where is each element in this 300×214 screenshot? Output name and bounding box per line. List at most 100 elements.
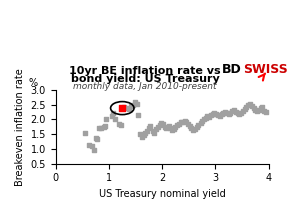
Point bbox=[104, 117, 109, 120]
Point bbox=[118, 123, 123, 126]
Point bbox=[244, 105, 249, 109]
Point bbox=[223, 110, 227, 114]
Point bbox=[175, 123, 179, 127]
Point bbox=[178, 121, 183, 124]
Point bbox=[185, 122, 190, 125]
Point bbox=[233, 110, 238, 114]
Point bbox=[146, 126, 151, 129]
Point bbox=[194, 125, 199, 128]
Point bbox=[189, 126, 194, 129]
Point bbox=[248, 102, 252, 106]
Point bbox=[260, 105, 265, 109]
Point bbox=[129, 104, 134, 108]
Point bbox=[221, 111, 226, 114]
Point bbox=[238, 111, 243, 114]
Point bbox=[124, 106, 128, 110]
Point bbox=[145, 129, 150, 132]
Point bbox=[93, 136, 98, 139]
Text: %: % bbox=[28, 78, 37, 88]
Point bbox=[150, 129, 155, 132]
Point bbox=[163, 125, 167, 128]
Point bbox=[99, 126, 103, 129]
Point bbox=[82, 131, 87, 134]
Point bbox=[161, 122, 166, 125]
Point bbox=[188, 124, 192, 128]
Point bbox=[152, 131, 157, 134]
Point bbox=[241, 109, 245, 113]
Point bbox=[127, 107, 132, 111]
Y-axis label: Breakeven inflation rate: Breakeven inflation rate bbox=[15, 68, 25, 186]
Point bbox=[159, 121, 164, 125]
Point bbox=[143, 131, 148, 134]
Point bbox=[258, 106, 263, 110]
Text: BD: BD bbox=[222, 63, 242, 76]
Point bbox=[164, 126, 169, 130]
Point bbox=[172, 127, 176, 131]
Point bbox=[254, 109, 259, 113]
Point bbox=[113, 118, 118, 121]
Point bbox=[264, 110, 268, 114]
Point bbox=[251, 106, 256, 110]
Point bbox=[212, 111, 217, 114]
Point bbox=[177, 122, 182, 125]
Point bbox=[191, 128, 196, 131]
Point bbox=[214, 112, 219, 116]
Point bbox=[210, 112, 215, 116]
Point bbox=[182, 119, 187, 123]
Point bbox=[130, 103, 135, 106]
Point bbox=[205, 115, 210, 118]
Point bbox=[246, 103, 251, 107]
Text: monthly data, Jan 2010-present: monthly data, Jan 2010-present bbox=[74, 82, 217, 91]
Point bbox=[102, 124, 107, 128]
Point bbox=[203, 116, 208, 120]
Point bbox=[122, 105, 126, 109]
Point bbox=[230, 109, 235, 113]
Point bbox=[219, 112, 224, 116]
Point bbox=[256, 108, 261, 111]
Point bbox=[249, 104, 254, 108]
Point bbox=[132, 101, 137, 104]
Point bbox=[120, 106, 125, 110]
Point bbox=[225, 112, 230, 115]
Point bbox=[141, 133, 146, 137]
Point bbox=[216, 113, 220, 117]
Point bbox=[137, 132, 142, 136]
Point bbox=[116, 122, 121, 125]
Point bbox=[217, 114, 222, 117]
Point bbox=[196, 123, 201, 126]
Point bbox=[136, 113, 141, 117]
Point bbox=[253, 108, 258, 111]
Point bbox=[207, 115, 212, 119]
Point bbox=[86, 144, 91, 147]
Point bbox=[184, 121, 188, 124]
Point bbox=[153, 127, 158, 131]
Point bbox=[140, 135, 144, 138]
Point bbox=[173, 125, 178, 128]
Point bbox=[242, 107, 247, 111]
Point bbox=[92, 149, 97, 152]
Point bbox=[232, 108, 236, 111]
Point bbox=[134, 102, 139, 106]
Point bbox=[193, 127, 198, 131]
Point bbox=[90, 144, 94, 148]
Point bbox=[157, 123, 162, 126]
Point bbox=[95, 138, 100, 141]
Point bbox=[226, 112, 231, 116]
Point bbox=[201, 118, 206, 121]
Point bbox=[198, 121, 203, 125]
Point bbox=[200, 119, 205, 123]
Point bbox=[228, 111, 233, 114]
Point bbox=[209, 113, 214, 117]
Point bbox=[168, 126, 172, 129]
Text: 10yr BE inflation rate vs: 10yr BE inflation rate vs bbox=[69, 67, 221, 76]
Point bbox=[109, 115, 114, 118]
Point bbox=[97, 126, 102, 130]
Point bbox=[180, 120, 185, 123]
Point bbox=[166, 124, 171, 128]
Point bbox=[236, 112, 240, 115]
X-axis label: US Treasury nominal yield: US Treasury nominal yield bbox=[99, 189, 226, 199]
Text: SWISS: SWISS bbox=[243, 63, 287, 76]
Point bbox=[148, 124, 153, 128]
Point bbox=[155, 125, 160, 128]
Point bbox=[101, 125, 106, 128]
